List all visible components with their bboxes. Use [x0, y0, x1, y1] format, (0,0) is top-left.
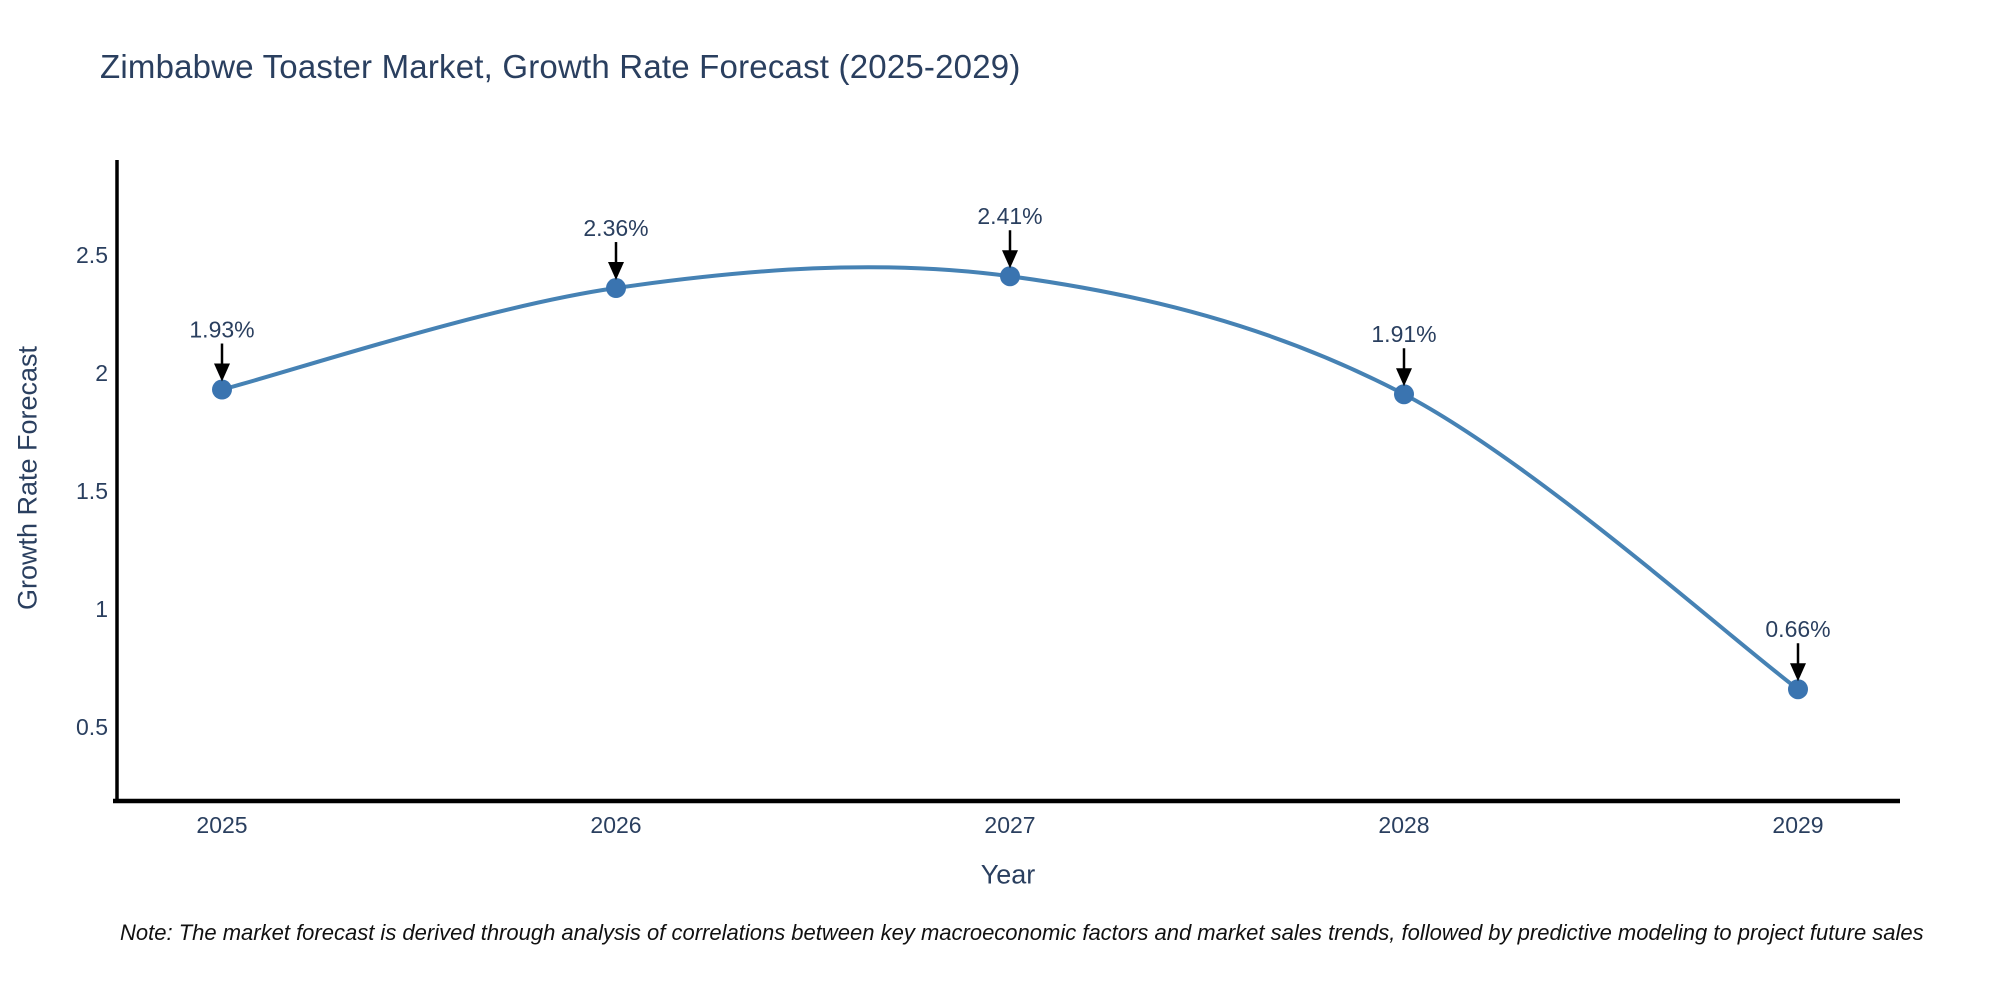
annotation-arrowhead: [214, 363, 230, 382]
x-tick-label: 2029: [1772, 812, 1823, 838]
y-tick-label: 0.5: [76, 714, 108, 740]
x-tick-label: 2026: [590, 812, 641, 838]
x-tick-label: 2025: [196, 812, 247, 838]
y-tick-label: 1: [95, 596, 108, 622]
footnote-text: Note: The market forecast is derived thr…: [120, 920, 1924, 945]
annotation-label: 1.93%: [189, 317, 254, 343]
data-point-2027[interactable]: [1000, 266, 1020, 287]
annotation-arrowhead: [1790, 663, 1806, 682]
data-point-2025[interactable]: [212, 379, 232, 400]
annotation-label: 2.41%: [977, 203, 1042, 229]
data-point-2029[interactable]: [1788, 679, 1808, 700]
y-tick-label: 1.5: [76, 478, 108, 504]
data-point-2028[interactable]: [1394, 384, 1414, 405]
x-axis-title: Year: [980, 859, 1036, 890]
x-tick-label: 2027: [984, 812, 1035, 838]
y-tick-label: 2: [95, 360, 108, 386]
y-tick-label: 2.5: [76, 242, 108, 268]
x-tick-label: 2028: [1378, 812, 1429, 838]
annotation-label: 2.36%: [583, 215, 648, 241]
annotation-arrowhead: [1002, 250, 1018, 269]
annotation-arrowhead: [608, 262, 624, 281]
annotation-label: 0.66%: [1765, 616, 1830, 642]
data-point-2026[interactable]: [606, 278, 626, 299]
annotation-label: 1.91%: [1371, 321, 1436, 347]
chart-title: Zimbabwe Toaster Market, Growth Rate For…: [100, 48, 1021, 85]
trend-line: [220, 265, 1800, 692]
annotation-arrowhead: [1396, 368, 1412, 387]
